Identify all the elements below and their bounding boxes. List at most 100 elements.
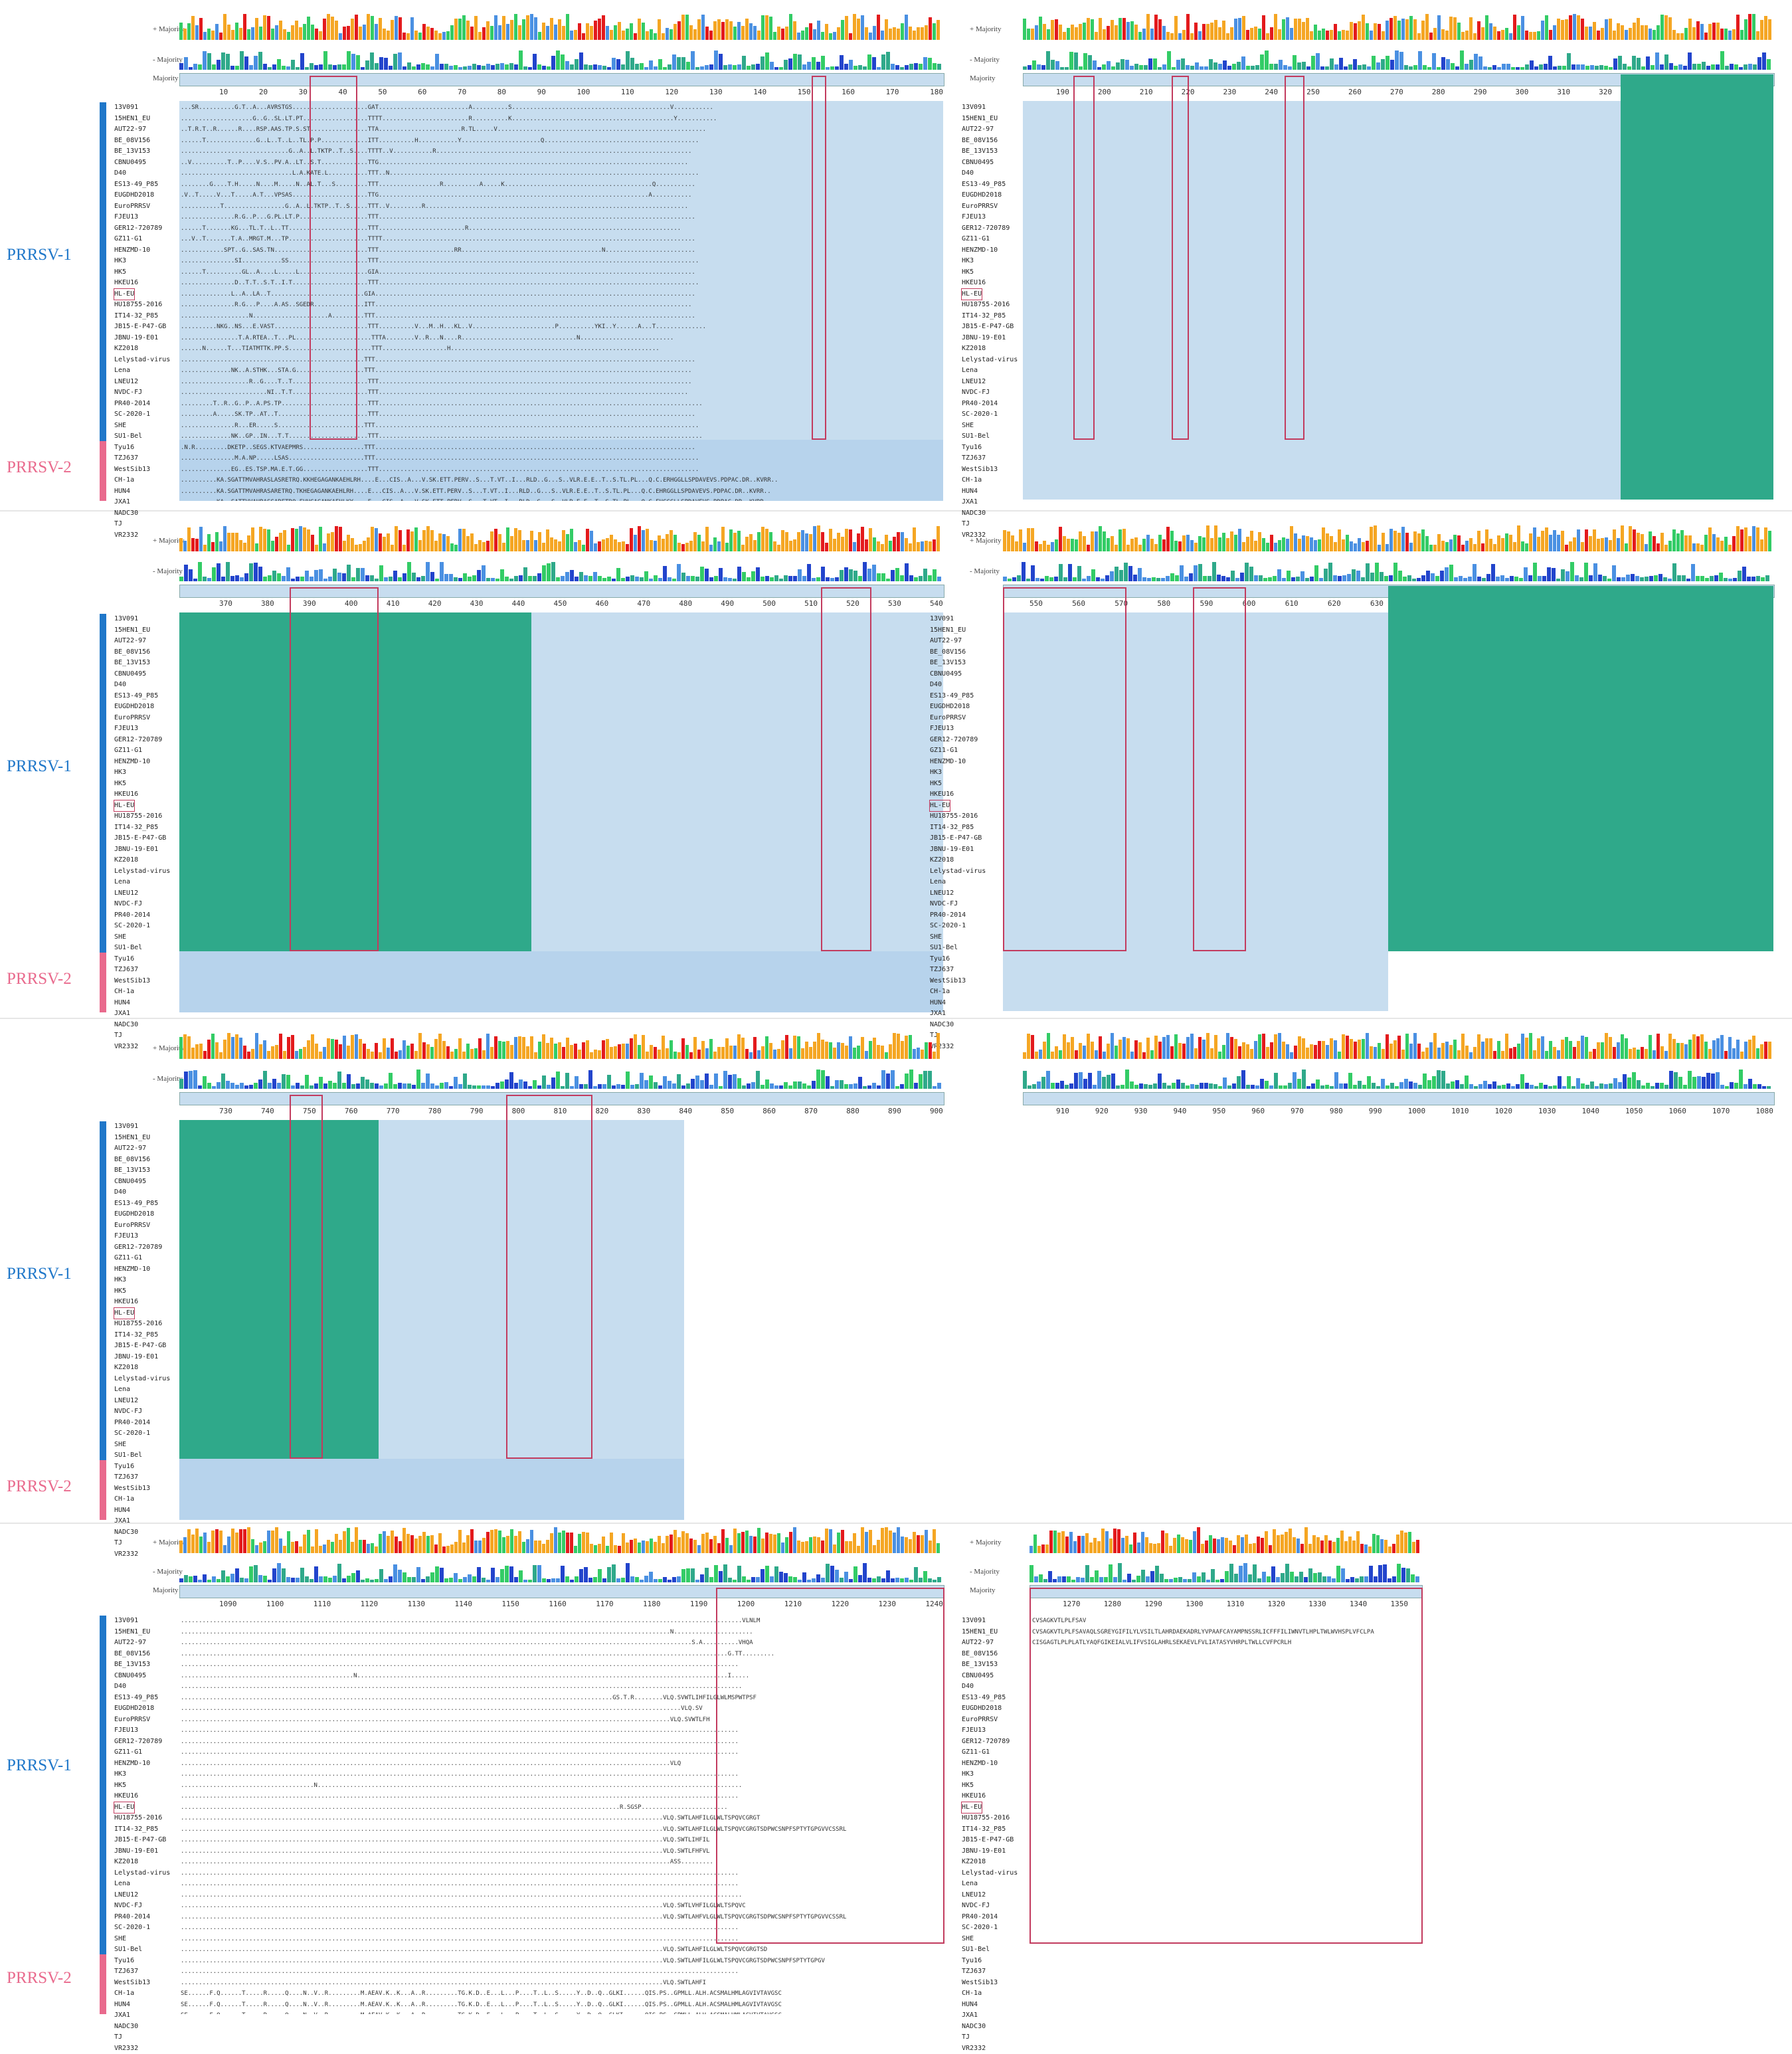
histogram-bar: [1483, 66, 1487, 70]
strain-name: CH-1a: [114, 475, 170, 486]
histogram-bar: [1113, 1529, 1117, 1553]
histogram-bar: [189, 569, 193, 581]
strain-name: GER12-720789: [114, 1242, 170, 1254]
histogram-bar: [1538, 576, 1542, 581]
histogram-bar: [449, 1086, 453, 1089]
histogram-bar: [709, 1539, 713, 1553]
histogram-bar: [187, 23, 191, 40]
histogram-bar: [933, 1580, 937, 1582]
histogram-bar: [556, 50, 560, 70]
histogram-bar: [917, 1048, 920, 1059]
histogram-bar: [1186, 535, 1190, 551]
histogram-bar: [1132, 1580, 1136, 1582]
histogram-bar: [733, 65, 737, 70]
histogram-bar: [1102, 64, 1106, 70]
histogram-bar: [416, 1070, 420, 1089]
histogram-bar: [1230, 1037, 1233, 1059]
histogram-bar: [897, 532, 900, 551]
histogram-bar: [223, 1040, 226, 1059]
histogram-bar: [1154, 1036, 1158, 1059]
strain-name: AUT22-97: [114, 124, 170, 136]
position-tick: 940: [1174, 1107, 1187, 1115]
histogram-bar: [1361, 577, 1365, 581]
histogram-bar: [584, 1084, 588, 1089]
histogram-bar: [1161, 578, 1165, 581]
histogram-bar: [1198, 536, 1202, 551]
histogram-bar: [905, 1537, 908, 1553]
sequence-row: ........................................…: [181, 355, 942, 366]
histogram-bar: [283, 29, 286, 40]
histogram-bar: [449, 574, 453, 581]
histogram-bar: [1049, 1531, 1053, 1553]
histogram-bar: [1445, 1042, 1449, 1059]
histogram-bar: [691, 51, 695, 70]
histogram-bar: [713, 1536, 717, 1553]
histogram-bar: [721, 527, 725, 551]
histogram-bar: [635, 577, 639, 581]
histogram-bar: [1154, 15, 1158, 40]
strain-name: 15HEN1_EU: [114, 625, 170, 636]
histogram-bar: [561, 1566, 565, 1582]
histogram-bar: [375, 1083, 379, 1089]
histogram-bar: [737, 1533, 741, 1553]
histogram-bar: [785, 27, 788, 40]
histogram-bar: [606, 26, 609, 40]
histogram-bar: [319, 1052, 322, 1059]
histogram-bar: [666, 1536, 669, 1553]
histogram-bar: [686, 1568, 690, 1582]
histogram-bar: [1477, 21, 1480, 40]
histogram-bar: [486, 64, 490, 70]
histogram-bar: [244, 1085, 248, 1089]
histogram-bar: [1017, 575, 1021, 581]
histogram-bar: [1716, 1038, 1720, 1059]
histogram-bar: [626, 51, 630, 70]
histogram-bar: [1367, 66, 1371, 70]
histogram-bar: [1119, 529, 1122, 551]
histogram-bar: [1753, 1084, 1757, 1089]
histogram-bar: [785, 1537, 788, 1553]
position-tick: 140: [753, 88, 766, 96]
histogram-bar: [719, 54, 723, 70]
histogram-bar: [873, 537, 876, 551]
histogram-bar: [193, 1576, 197, 1582]
histogram-bar: [367, 537, 370, 551]
histogram-bar: [179, 63, 183, 70]
histogram-bar: [853, 542, 856, 551]
histogram-bar: [454, 19, 458, 40]
position-tick: 190: [1056, 88, 1069, 96]
histogram-bar: [226, 54, 230, 70]
histogram-bar: [450, 543, 454, 551]
histogram-bar: [570, 570, 574, 581]
histogram-bar: [602, 1537, 605, 1553]
strain-name: HENZMD-10: [962, 1758, 1018, 1770]
histogram-bar: [1105, 575, 1109, 581]
histogram-bar: [1046, 51, 1050, 70]
histogram-bar: [1395, 50, 1399, 70]
histogram-bar: [1664, 1051, 1668, 1059]
histogram-bar: [491, 65, 495, 70]
histogram-bar: [709, 1577, 713, 1582]
histogram-bar: [781, 29, 784, 40]
strain-name: SHE: [114, 932, 170, 943]
histogram-bar: [1127, 1574, 1131, 1582]
histogram-bar: [1604, 1084, 1608, 1089]
histogram-bar: [359, 1540, 362, 1553]
strain-name: FJEU13: [962, 212, 1018, 223]
strain-name: JBNU-19-E01: [114, 1352, 170, 1363]
histogram-bar: [249, 65, 253, 70]
histogram-bar: [677, 21, 681, 40]
histogram-bar: [1079, 1043, 1082, 1059]
strain-name: HENZMD-10: [962, 245, 1018, 256]
position-tick: 50: [378, 88, 387, 96]
histogram-bar: [323, 51, 327, 70]
histogram-bar: [1613, 31, 1616, 40]
sequence-row: ........................................…: [181, 1857, 944, 1868]
histogram-bar: [1306, 1086, 1310, 1089]
histogram-bar: [729, 21, 733, 40]
strain-name: WestSib13: [114, 1978, 170, 1989]
histogram-bar: [1473, 1047, 1477, 1059]
histogram-bar: [1111, 1074, 1115, 1089]
histogram-bar: [355, 15, 358, 40]
histogram-bar: [1120, 59, 1124, 70]
histogram-bar: [1581, 19, 1584, 40]
